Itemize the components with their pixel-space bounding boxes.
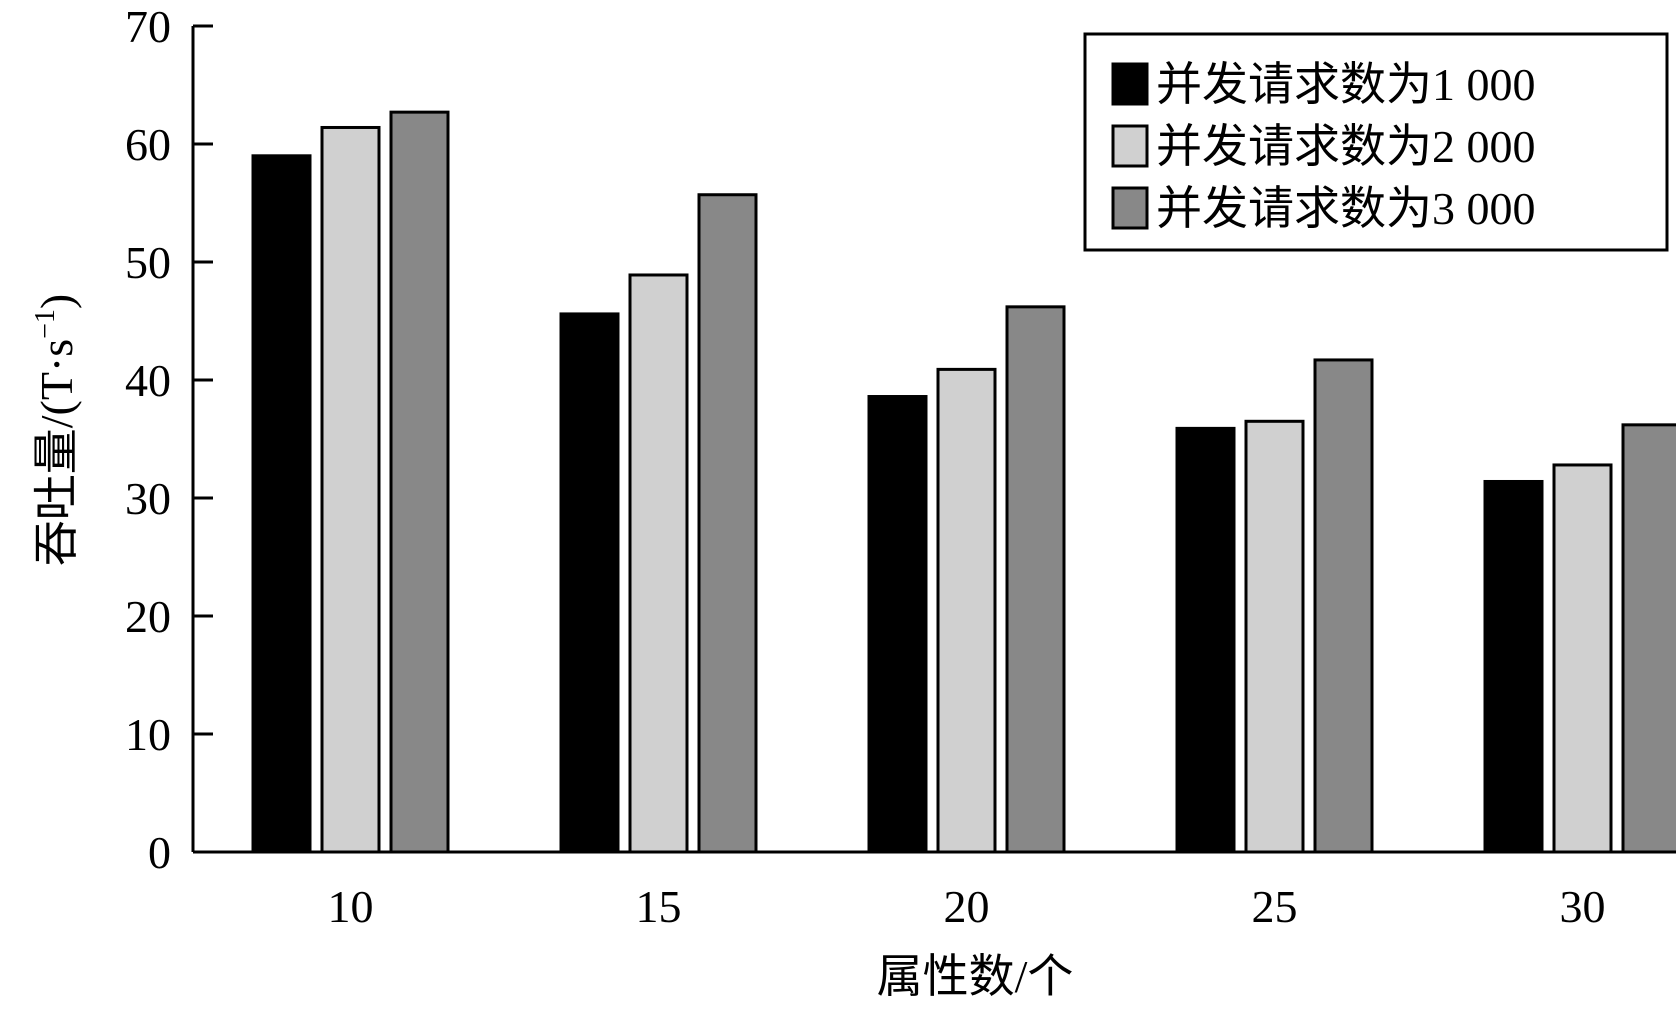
legend: 并发请求数为1 000 并发请求数为2 000 并发请求数为3 000 (1083, 32, 1669, 252)
x-tick-label: 10 (328, 881, 374, 932)
y-axis-title-superscript: −1 (30, 309, 61, 339)
legend-box (1083, 32, 1669, 252)
legend-items: 并发请求数为1 000 并发请求数为2 000 并发请求数为3 000 (1111, 59, 1536, 234)
y-tick-label: 20 (125, 591, 171, 642)
bar-series-1-cat-20 (867, 395, 928, 854)
bar-series-2-cat-20 (936, 367, 997, 854)
y-tick-label: 70 (125, 1, 171, 52)
legend-label-series-2: 并发请求数为2 000 (1156, 121, 1536, 172)
x-ticks-group: 10 15 20 25 30 (328, 881, 1606, 932)
bar-series-2-cat-15 (628, 273, 689, 854)
bar-series-2-cat-30 (1552, 463, 1613, 854)
y-tick-label: 40 (125, 355, 171, 406)
y-tick-label: 0 (148, 827, 171, 878)
x-tick-label: 30 (1560, 881, 1606, 932)
bars-group (251, 110, 1676, 854)
legend-swatch-series-3 (1111, 186, 1149, 230)
bar-series-1-cat-30 (1483, 479, 1544, 854)
bar-series-1-cat-10 (251, 154, 312, 854)
y-axis-title: 吞吐量/(T·s−1) (30, 294, 82, 567)
bar-series-3-cat-10 (389, 110, 450, 854)
axes-group (191, 26, 1676, 854)
y-tick-label: 10 (125, 709, 171, 760)
y-ticks-group: 0 10 20 30 40 50 60 70 (125, 1, 213, 878)
bar-series-3-cat-30 (1621, 423, 1676, 854)
x-tick-label: 15 (636, 881, 682, 932)
bar-series-3-cat-20 (1005, 305, 1066, 854)
legend-swatch-series-1 (1111, 62, 1149, 106)
legend-label-series-3: 并发请求数为3 000 (1156, 183, 1536, 234)
bar-series-2-cat-25 (1244, 419, 1305, 854)
x-tick-label: 20 (944, 881, 990, 932)
y-tick-label: 30 (125, 473, 171, 524)
y-axis-title-suffix: ) (31, 294, 82, 309)
bar-series-3-cat-25 (1313, 358, 1374, 854)
bar-series-1-cat-25 (1175, 426, 1236, 854)
bar-series-1-cat-15 (559, 312, 620, 854)
y-tick-label: 60 (125, 119, 171, 170)
y-axis-title-prefix: 吞吐量/(T·s (31, 339, 82, 566)
x-axis-title: 属性数/个 (877, 951, 1074, 1002)
y-tick-label: 50 (125, 237, 171, 288)
legend-swatch-series-2 (1111, 124, 1149, 168)
bar-series-3-cat-15 (697, 193, 758, 854)
bar-series-2-cat-10 (320, 125, 381, 854)
x-tick-label: 25 (1252, 881, 1298, 932)
legend-label-series-1: 并发请求数为1 000 (1156, 59, 1536, 110)
